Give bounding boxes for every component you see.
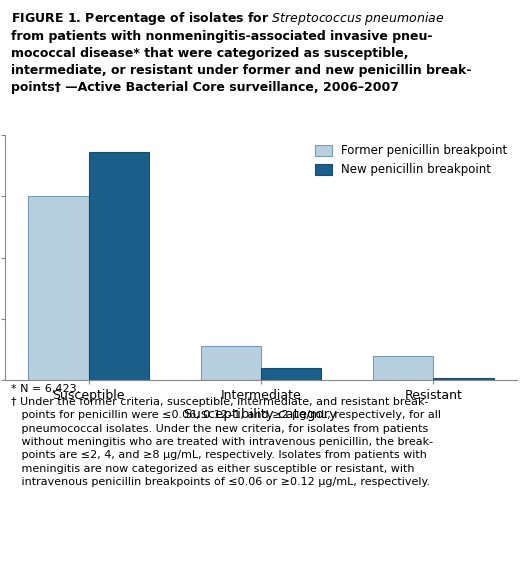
Bar [261,368,321,380]
Text: * N = 6,423.
† Under the former criteria, susceptible, intermediate, and resista: * N = 6,423. † Under the former criteria… [11,384,442,487]
Bar [433,378,493,380]
Bar [29,196,89,380]
Bar [201,346,261,380]
Bar [89,152,149,380]
X-axis label: Susceptibility category: Susceptibility category [184,407,338,421]
Text: FIGURE 1. Percentage of isolates for $\it{Streptococcus\ pneumoniae}$
from patie: FIGURE 1. Percentage of isolates for $\i… [11,10,472,94]
Legend: Former penicillin breakpoint, New penicillin breakpoint: Former penicillin breakpoint, New penici… [312,141,511,180]
Bar [373,356,433,380]
